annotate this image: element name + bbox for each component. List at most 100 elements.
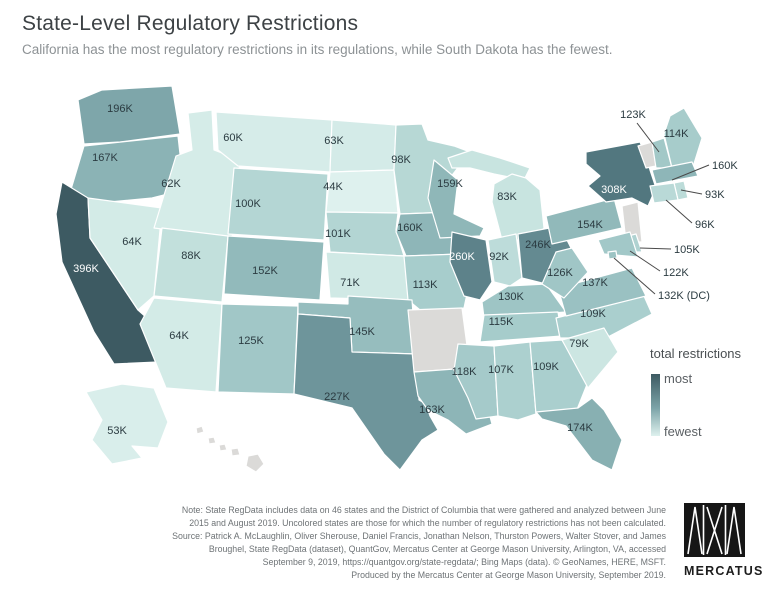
source-note: Note: State RegData includes data on 46 … [126, 504, 666, 581]
state-shape-AZ [139, 297, 223, 393]
state-MI [447, 149, 545, 241]
callout-line-DE [639, 247, 672, 250]
state-label-ME: 114K [664, 128, 690, 140]
callout-line-MD [629, 250, 661, 272]
state-shape-WY [227, 167, 329, 241]
state-shape-HI [218, 443, 228, 452]
state-label-FL: 174K [567, 422, 593, 434]
state-MT [215, 111, 333, 173]
state-label-WV: 126K [547, 267, 573, 279]
state-shape-AK [85, 383, 169, 465]
state-shape-KS [325, 251, 411, 301]
legend-fewest-label: fewest [664, 424, 702, 439]
state-NJ [621, 201, 643, 243]
callout-line-DC [613, 257, 656, 295]
chart-subtitle: California has the most regulatory restr… [22, 42, 613, 57]
state-label-LA: 163K [419, 404, 445, 416]
state-shape-TX [293, 313, 439, 471]
state-label-VA: 137K [582, 277, 608, 289]
state-shape-MI [491, 173, 545, 241]
state-AK [85, 383, 169, 465]
state-label-MO: 113K [413, 279, 439, 291]
callout-label-MA: 160K [712, 160, 738, 172]
callout-line-RI [680, 189, 703, 195]
state-label-NY: 308K [601, 184, 627, 196]
state-shape-NJ [621, 201, 643, 243]
state-label-OH: 246K [525, 239, 551, 251]
state-label-UT: 88K [181, 250, 201, 262]
state-label-TN: 115K [489, 316, 515, 328]
state-MD [597, 231, 639, 258]
state-label-GA: 109K [533, 361, 559, 373]
state-label-OR: 167K [92, 152, 118, 164]
note-line: Note: State RegData includes data on 46 … [181, 505, 666, 515]
state-label-IL: 260K [449, 251, 475, 263]
state-label-ID: 62K [161, 178, 181, 190]
state-label-AL: 107K [488, 364, 514, 376]
state-shape-HI [245, 453, 265, 473]
state-shape-IN [487, 233, 523, 287]
state-label-PA: 154K [577, 219, 603, 231]
state-label-KS: 71K [340, 277, 360, 289]
state-shape-HI [207, 436, 217, 445]
state-WI [427, 159, 485, 239]
state-AZ [139, 297, 223, 393]
state-DC [607, 250, 618, 260]
chart-title: State-Level Regulatory Restrictions [22, 12, 359, 35]
state-SC [561, 327, 619, 389]
state-shape-NM [217, 303, 299, 395]
state-shape-AL [493, 341, 537, 421]
state-shape-NV [87, 197, 163, 311]
state-shape-GA [529, 339, 589, 415]
state-label-TX: 227K [324, 391, 350, 403]
state-KS [325, 251, 411, 301]
state-WV [541, 247, 589, 299]
state-label-CA: 396K [73, 263, 99, 275]
state-shape-WV [541, 247, 589, 299]
state-label-IN: 92K [489, 251, 509, 263]
callout-label-RI: 93K [705, 189, 725, 201]
state-NM [217, 303, 299, 395]
mercatus-logo-text: MERCATUS [684, 564, 764, 578]
state-AL [493, 341, 537, 421]
state-shape-FL [535, 397, 623, 471]
state-shape-IL [449, 231, 493, 301]
note-line: Broughel, State RegData (dataset), Quant… [208, 543, 666, 554]
callout-label-DC: 132K (DC) [658, 290, 710, 302]
state-shape-HI [230, 447, 241, 457]
callout-label-CT: 96K [695, 219, 715, 231]
mercatus-logo: MERCATUS [684, 503, 764, 578]
callout-label-DE: 105K [674, 244, 700, 256]
state-label-MN: 98K [391, 154, 411, 166]
state-label-NV: 64K [122, 236, 142, 248]
state-shape-DC [607, 250, 618, 260]
state-shape-CT [649, 182, 679, 204]
state-label-NC: 109K [580, 308, 606, 320]
note-line: Source: Patrick A. McLaughlin, Oliver Sh… [172, 530, 666, 541]
state-label-SC: 79K [569, 338, 589, 350]
legend-title: total restrictions [650, 346, 742, 361]
callout-label-NH: 123K [620, 109, 646, 121]
state-UT [153, 227, 229, 303]
legend-gradient-bar [651, 374, 660, 436]
state-label-MI: 83K [497, 191, 517, 203]
state-label-ND: 63K [324, 135, 344, 147]
state-shape-CO [223, 235, 325, 301]
callout-line-MA [671, 164, 710, 181]
state-WY [227, 167, 329, 241]
state-shape-HI [195, 425, 205, 435]
state-label-SD: 44K [323, 181, 343, 193]
state-shape-SC [561, 327, 619, 389]
state-shape-UT [153, 227, 229, 303]
note-line: Produced by the Mercatus Center at Georg… [351, 569, 666, 580]
state-VA [557, 267, 647, 317]
state-WA [77, 85, 181, 145]
state-label-MS: 118K [452, 366, 478, 378]
state-shape-MT [215, 111, 333, 173]
state-NV [87, 197, 163, 311]
state-label-NE: 101K [325, 228, 351, 240]
state-shape-PA [545, 197, 623, 245]
state-GA [529, 339, 589, 415]
